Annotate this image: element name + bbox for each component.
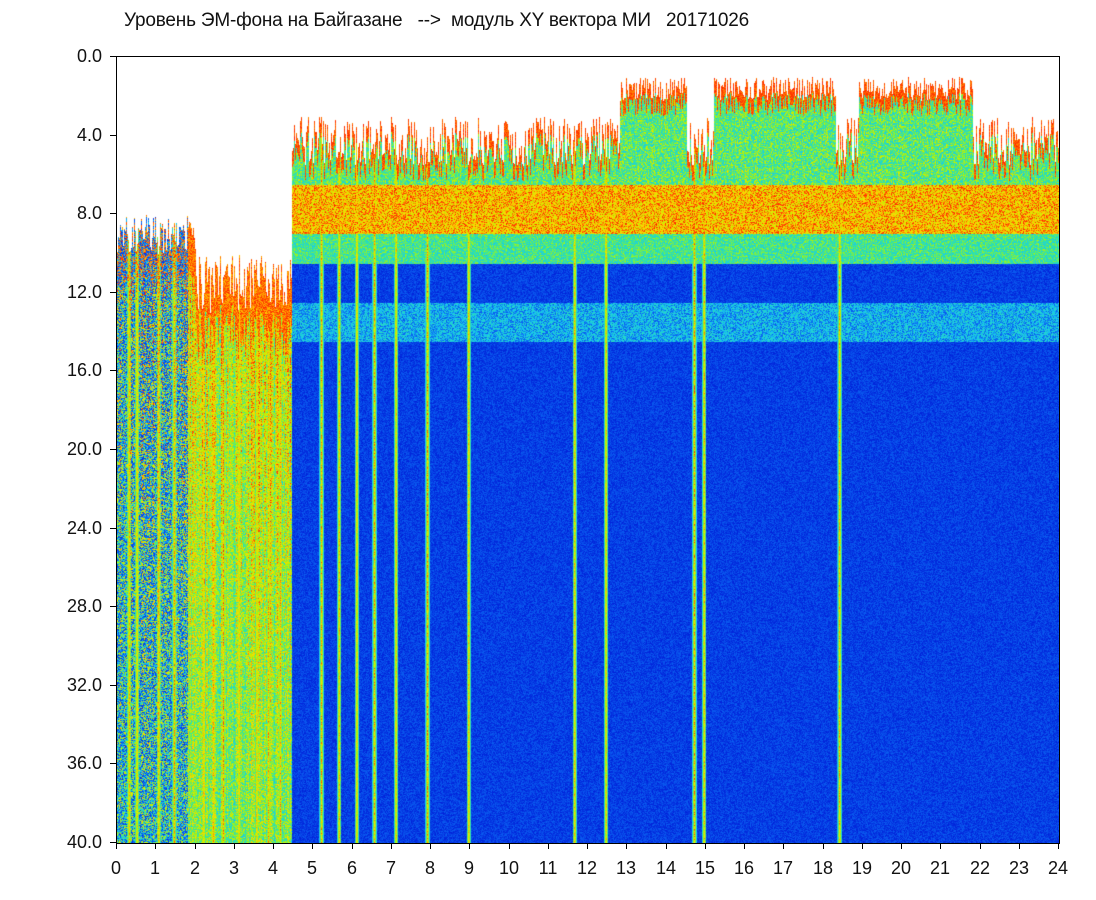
x-tick-label: 18 — [812, 858, 834, 878]
x-tick-label: 5 — [306, 858, 317, 878]
y-tick-label: 12.0 — [66, 282, 102, 302]
y-tick-mark — [110, 370, 116, 371]
y-tick-label: 28.0 — [66, 596, 102, 616]
y-tick-label: 24.0 — [66, 518, 102, 538]
y-tick-label: 4.0 — [76, 125, 102, 145]
x-tick-label: 8 — [424, 858, 435, 878]
y-tick-mark — [110, 606, 116, 607]
heatmap-canvas — [117, 57, 1059, 843]
x-tick-label: 21 — [929, 858, 951, 878]
x-tick-label: 12 — [576, 858, 598, 878]
x-tick-label: 2 — [189, 858, 200, 878]
x-tick-label: 3 — [228, 858, 239, 878]
y-tick-label: 20.0 — [66, 439, 102, 459]
x-tick-mark — [901, 843, 902, 849]
x-tick-mark — [823, 843, 824, 849]
y-tick-mark — [110, 292, 116, 293]
x-tick-mark — [744, 843, 745, 849]
x-tick-label: 10 — [498, 858, 520, 878]
y-tick-label: 32.0 — [66, 675, 102, 695]
x-tick-label: 15 — [694, 858, 716, 878]
y-tick-mark — [110, 842, 116, 843]
x-tick-mark — [626, 843, 627, 849]
x-tick-mark — [352, 843, 353, 849]
x-tick-label: 1 — [149, 858, 160, 878]
y-tick-label: 16.0 — [66, 360, 102, 380]
x-tick-mark — [391, 843, 392, 849]
x-tick-mark — [273, 843, 274, 849]
x-tick-label: 20 — [890, 858, 912, 878]
x-tick-mark — [587, 843, 588, 849]
y-tick-mark — [110, 449, 116, 450]
x-tick-mark — [116, 843, 117, 849]
x-tick-mark — [509, 843, 510, 849]
y-tick-mark — [110, 135, 116, 136]
x-tick-label: 22 — [969, 858, 991, 878]
x-tick-label: 24 — [1047, 858, 1069, 878]
x-tick-mark — [312, 843, 313, 849]
y-tick-mark — [110, 685, 116, 686]
y-tick-label: 36.0 — [66, 753, 102, 773]
x-tick-mark — [195, 843, 196, 849]
x-tick-label: 16 — [733, 858, 755, 878]
chart-title: Уровень ЭМ-фона на Байгазане --> модуль … — [124, 10, 749, 31]
y-tick-mark — [110, 528, 116, 529]
x-tick-label: 4 — [267, 858, 278, 878]
y-tick-mark — [110, 56, 116, 57]
x-tick-label: 6 — [346, 858, 357, 878]
y-tick-label: 8.0 — [76, 203, 102, 223]
x-tick-mark — [430, 843, 431, 849]
x-tick-mark — [980, 843, 981, 849]
x-tick-mark — [155, 843, 156, 849]
x-tick-label: 14 — [655, 858, 677, 878]
x-tick-label: 19 — [851, 858, 873, 878]
x-tick-mark — [940, 843, 941, 849]
y-tick-mark — [110, 213, 116, 214]
x-tick-label: 17 — [772, 858, 794, 878]
x-tick-label: 0 — [110, 858, 121, 878]
y-tick-label: 0.0 — [76, 46, 102, 66]
x-tick-mark — [862, 843, 863, 849]
y-tick-label: 40.0 — [66, 832, 102, 852]
x-tick-mark — [783, 843, 784, 849]
plot-area — [116, 56, 1060, 844]
x-tick-label: 9 — [463, 858, 474, 878]
y-tick-mark — [110, 763, 116, 764]
x-tick-label: 23 — [1008, 858, 1030, 878]
x-tick-mark — [705, 843, 706, 849]
x-tick-mark — [666, 843, 667, 849]
x-tick-label: 7 — [385, 858, 396, 878]
x-tick-label: 11 — [538, 858, 558, 878]
x-tick-label: 13 — [615, 858, 637, 878]
x-tick-mark — [1058, 843, 1059, 849]
x-tick-mark — [469, 843, 470, 849]
x-tick-mark — [548, 843, 549, 849]
x-tick-mark — [1019, 843, 1020, 849]
x-tick-mark — [234, 843, 235, 849]
